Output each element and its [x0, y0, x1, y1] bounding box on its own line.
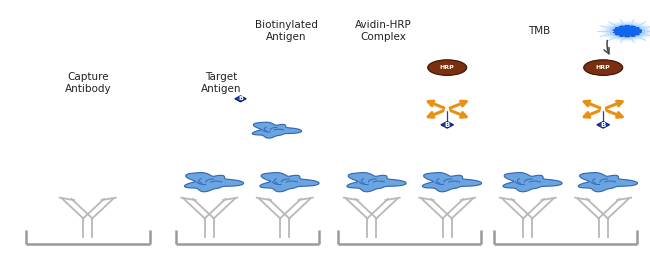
Polygon shape	[252, 122, 302, 138]
Polygon shape	[185, 173, 244, 192]
Circle shape	[428, 60, 467, 75]
Text: A: A	[600, 105, 606, 114]
Circle shape	[601, 21, 650, 42]
Text: Avidin-HRP
Complex: Avidin-HRP Complex	[355, 20, 412, 42]
Text: HRP: HRP	[596, 65, 610, 70]
Circle shape	[613, 25, 642, 37]
Text: Capture
Antibody: Capture Antibody	[64, 72, 111, 94]
Polygon shape	[235, 96, 246, 102]
Text: B: B	[238, 96, 243, 101]
Polygon shape	[347, 173, 406, 192]
Polygon shape	[422, 173, 482, 192]
Polygon shape	[503, 173, 562, 192]
Polygon shape	[441, 121, 454, 128]
Text: TMB: TMB	[528, 26, 551, 36]
Circle shape	[605, 22, 649, 40]
Text: Target
Antigen: Target Antigen	[201, 72, 241, 94]
Text: HRP: HRP	[440, 65, 454, 70]
Polygon shape	[578, 173, 638, 192]
Circle shape	[584, 60, 623, 75]
Text: B: B	[445, 122, 450, 128]
Circle shape	[609, 24, 645, 38]
Polygon shape	[260, 173, 319, 192]
Text: A: A	[444, 105, 450, 114]
Text: B: B	[601, 122, 606, 128]
Polygon shape	[597, 121, 610, 128]
Text: Biotinylated
Antigen: Biotinylated Antigen	[255, 20, 317, 42]
